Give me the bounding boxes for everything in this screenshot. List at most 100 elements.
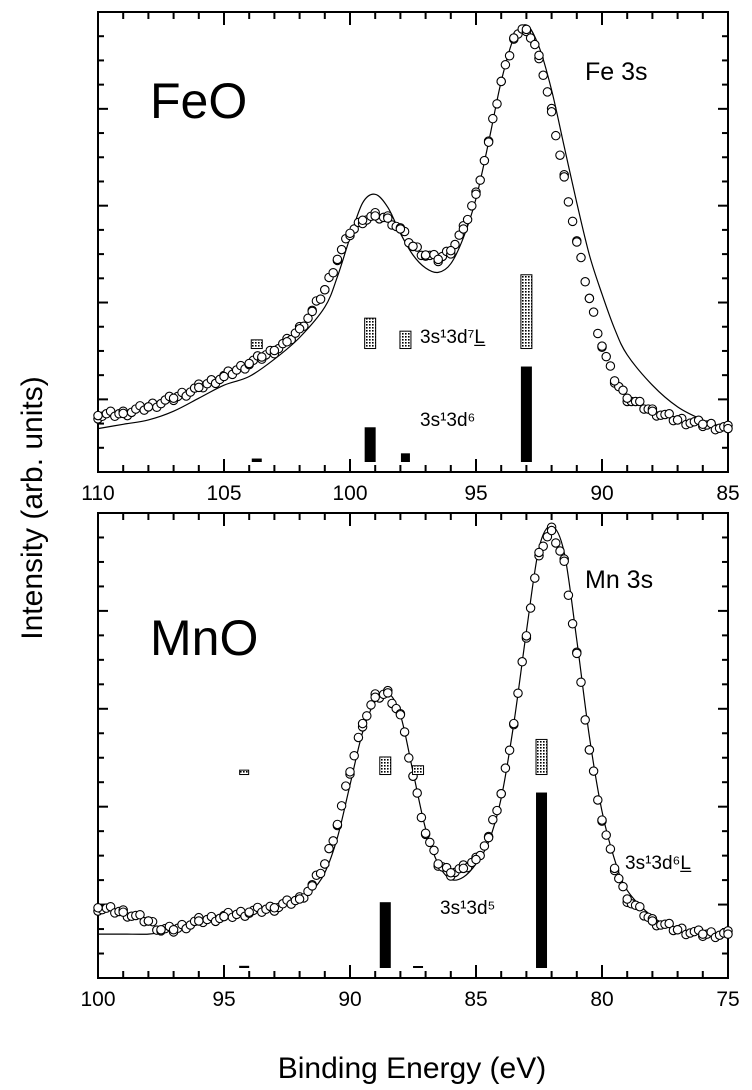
data-point xyxy=(635,901,645,912)
x-tick-label: 85 xyxy=(464,988,487,1011)
component-bar-hatched xyxy=(364,317,377,350)
x-tick-label: 95 xyxy=(464,482,487,505)
data-point xyxy=(416,812,427,823)
data-point xyxy=(429,845,439,856)
data-point xyxy=(572,648,582,659)
data-point xyxy=(563,590,574,601)
data-point xyxy=(580,277,590,287)
data-point xyxy=(303,313,313,324)
data-point xyxy=(370,211,380,221)
data-point xyxy=(433,859,443,869)
data-point xyxy=(588,307,599,317)
data-point xyxy=(328,836,338,846)
data-point xyxy=(647,406,658,416)
panel-subtitle: Mn 3s xyxy=(585,566,653,594)
data-point xyxy=(521,631,532,641)
component-bar-solid xyxy=(400,453,410,462)
data-point xyxy=(672,415,683,425)
data-point xyxy=(538,70,548,81)
data-point xyxy=(362,711,372,721)
data-point xyxy=(462,214,473,225)
data-point xyxy=(458,863,469,874)
data-point xyxy=(584,293,595,304)
x-tick-label: 105 xyxy=(206,482,241,505)
data-point xyxy=(483,832,494,843)
x-tick-label: 100 xyxy=(332,482,367,505)
data-point xyxy=(492,99,502,109)
data-point xyxy=(517,657,527,667)
data-point xyxy=(269,903,280,913)
data-point xyxy=(412,788,422,798)
data-point xyxy=(118,907,128,917)
data-point xyxy=(366,700,376,710)
component-bar-solid xyxy=(536,792,548,968)
data-point xyxy=(194,916,204,926)
data-point xyxy=(320,284,330,295)
data-point xyxy=(509,33,519,43)
data-point xyxy=(320,859,330,869)
data-point xyxy=(328,267,338,278)
data-point xyxy=(622,393,632,403)
data-point xyxy=(471,189,481,200)
panel-title: FeO xyxy=(150,73,247,129)
data-point xyxy=(559,556,569,567)
component-bar-hatched xyxy=(250,339,263,350)
data-point xyxy=(383,213,393,223)
data-point xyxy=(601,351,611,362)
data-point xyxy=(244,358,254,369)
x-tick-label: 90 xyxy=(338,988,361,1011)
component-bar-hatched xyxy=(412,765,425,776)
data-point xyxy=(336,244,347,255)
data-point xyxy=(672,924,683,935)
data-point xyxy=(118,408,128,419)
data-point xyxy=(353,732,364,743)
data-point xyxy=(551,130,561,141)
data-point xyxy=(458,224,469,234)
x-tick-label: 75 xyxy=(716,988,739,1011)
data-point xyxy=(357,215,368,226)
data-point xyxy=(576,252,586,263)
data-point xyxy=(601,830,611,840)
data-point xyxy=(446,867,456,878)
data-point xyxy=(219,371,229,382)
data-point xyxy=(479,841,490,851)
data-point xyxy=(194,382,204,393)
plot-frame xyxy=(97,11,729,473)
component-bar-solid xyxy=(364,427,376,462)
data-point xyxy=(135,910,145,920)
mno-panel: 100 95 90 85 80 75 MnO Mn 3s 3s¹3d⁶L̲ 3s¹3d⁵ xyxy=(80,512,740,1011)
data-point xyxy=(492,805,502,816)
data-point xyxy=(588,766,599,776)
data-point xyxy=(93,410,103,421)
data-point xyxy=(433,254,443,265)
data-point xyxy=(559,172,569,182)
data-point xyxy=(471,854,481,865)
x-tick-label: 85 xyxy=(716,482,739,505)
data-point xyxy=(698,929,708,939)
data-point xyxy=(244,907,254,917)
data-point xyxy=(509,718,519,729)
data-point xyxy=(723,929,733,939)
calculated-curve xyxy=(97,24,729,430)
data-point xyxy=(614,873,624,884)
data-point xyxy=(370,692,380,702)
data-point xyxy=(269,345,280,356)
data-point xyxy=(341,781,351,791)
component-label: 3s¹3d⁶L̲ xyxy=(625,853,692,874)
x-tick-label: 80 xyxy=(590,988,613,1011)
data-point xyxy=(467,201,477,211)
experimental-points xyxy=(93,24,733,435)
data-point xyxy=(504,745,515,756)
data-point xyxy=(525,603,536,613)
data-point xyxy=(420,250,431,260)
data-point xyxy=(584,745,595,755)
data-point xyxy=(530,39,540,50)
component-bar-solid xyxy=(379,902,391,968)
data-point xyxy=(542,87,553,97)
data-point xyxy=(504,51,515,61)
data-point xyxy=(593,795,603,805)
data-point xyxy=(534,50,544,61)
data-point xyxy=(324,843,334,854)
data-point xyxy=(332,819,343,830)
